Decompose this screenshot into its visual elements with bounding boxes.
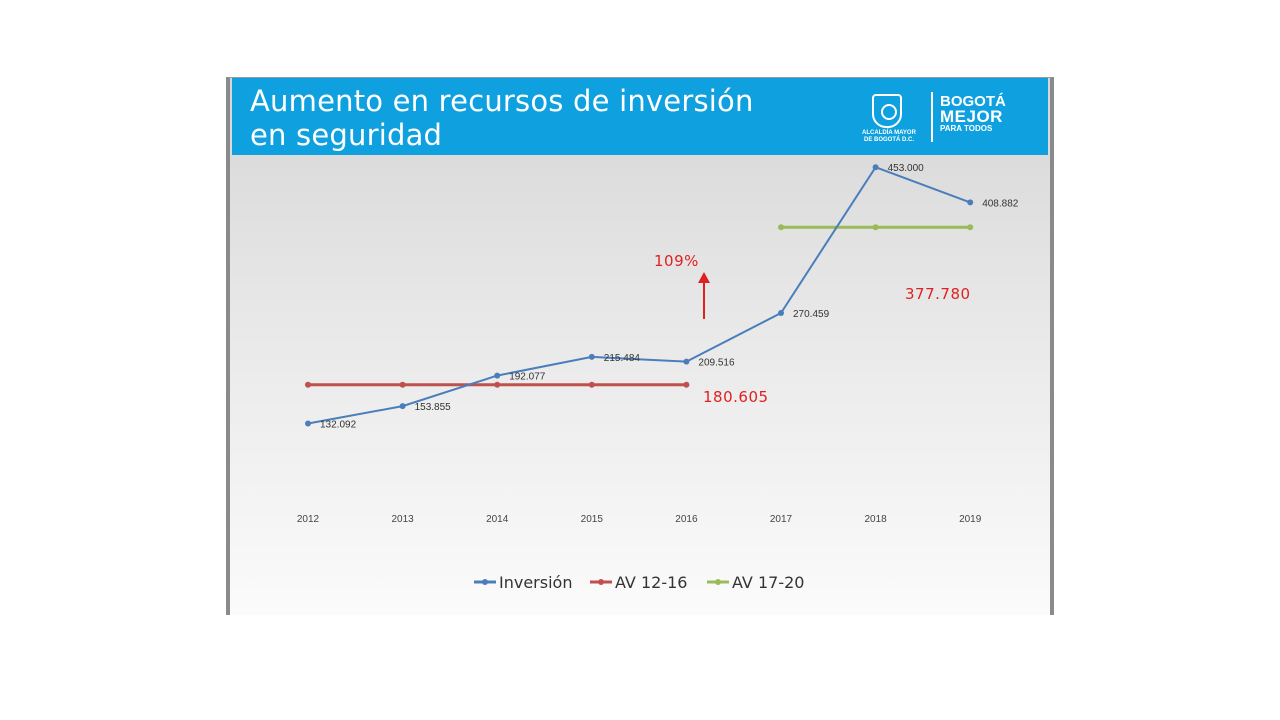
slide-title: Aumento en recursos de inversión en segu… — [250, 84, 754, 152]
bogota-logo: ALCALDÍA MAYOR DE BOGOTÁ D.C. BOGOTÁ MEJ… — [856, 90, 1016, 146]
av1216-value-label: 180.605 — [703, 388, 769, 406]
logo-divider — [931, 92, 933, 142]
logo-caption-line2: DE BOGOTÁ D.C. — [863, 137, 914, 143]
data-label: 192.077 — [509, 372, 546, 383]
data-point — [399, 381, 406, 388]
data-point — [872, 164, 879, 171]
x-tick-label: 2015 — [581, 514, 604, 525]
legend-marker — [482, 579, 488, 585]
data-label: 215.484 — [604, 353, 641, 364]
x-axis-ticks: 2012 2013 2014 2015 2016 2017 2018 2019 — [297, 514, 982, 525]
series-line-0 — [307, 165, 971, 425]
data-label: 453.000 — [888, 163, 925, 174]
up-arrow-icon — [698, 272, 710, 319]
growth-label: 109% — [654, 252, 699, 270]
logo-brand-line1: BOGOTÁ — [940, 93, 1006, 110]
slide-header: Aumento en recursos de inversión en segu… — [232, 78, 1048, 155]
data-point — [494, 372, 501, 379]
legend-label: AV 12-16 — [615, 573, 687, 592]
x-tick-label: 2014 — [486, 514, 509, 525]
x-tick-label: 2019 — [959, 514, 982, 525]
data-point — [967, 224, 974, 231]
logo-brand-line3: PARA TODOS — [940, 124, 993, 133]
slide-title-line2: en seguridad — [250, 118, 443, 152]
legend-label: AV 17-20 — [732, 573, 804, 592]
data-point — [399, 403, 406, 410]
logo-caption: ALCALDÍA MAYOR DE BOGOTÁ D.C. — [854, 130, 924, 144]
slide-background — [226, 77, 1054, 615]
x-tick-label: 2012 — [297, 514, 320, 525]
data-label: 270.459 — [793, 309, 830, 320]
data-label: 408.882 — [982, 198, 1019, 209]
data-point — [778, 224, 784, 231]
x-tick-label: 2018 — [864, 514, 887, 525]
av1720-value-label: 377.780 — [905, 285, 971, 303]
data-point — [778, 309, 784, 316]
data-label: 209.516 — [698, 358, 735, 369]
data-point — [588, 353, 595, 360]
logo-brand: BOGOTÁ MEJOR PARA TODOS — [940, 94, 1006, 133]
slide-title-line1: Aumento en recursos de inversión — [250, 84, 754, 118]
data-point — [683, 358, 690, 365]
legend-marker — [598, 579, 604, 585]
data-point — [494, 381, 501, 388]
legend: Inversión AV 12-16 AV 17-20 — [474, 573, 804, 592]
logo-brand-line2: MEJOR — [940, 107, 1003, 126]
x-tick-label: 2017 — [770, 514, 793, 525]
data-point — [305, 381, 311, 388]
data-labels: 132.092 153.855 192.077 215.484 209.516 270.4… — [320, 163, 1019, 430]
data-label: 132.092 — [320, 420, 357, 431]
data-point — [305, 420, 311, 427]
series-points — [305, 164, 974, 427]
data-point — [967, 199, 974, 206]
x-tick-label: 2013 — [391, 514, 414, 525]
legend-marker — [715, 579, 721, 585]
x-tick-label: 2016 — [675, 514, 698, 525]
data-point — [683, 381, 690, 388]
data-point — [588, 381, 595, 388]
data-point — [872, 224, 879, 231]
series-lines — [307, 165, 971, 425]
legend-label: Inversión — [499, 573, 572, 592]
coat-of-arms-icon — [872, 94, 902, 128]
logo-caption-line1: ALCALDÍA MAYOR — [862, 130, 916, 136]
data-label: 153.855 — [415, 402, 452, 413]
